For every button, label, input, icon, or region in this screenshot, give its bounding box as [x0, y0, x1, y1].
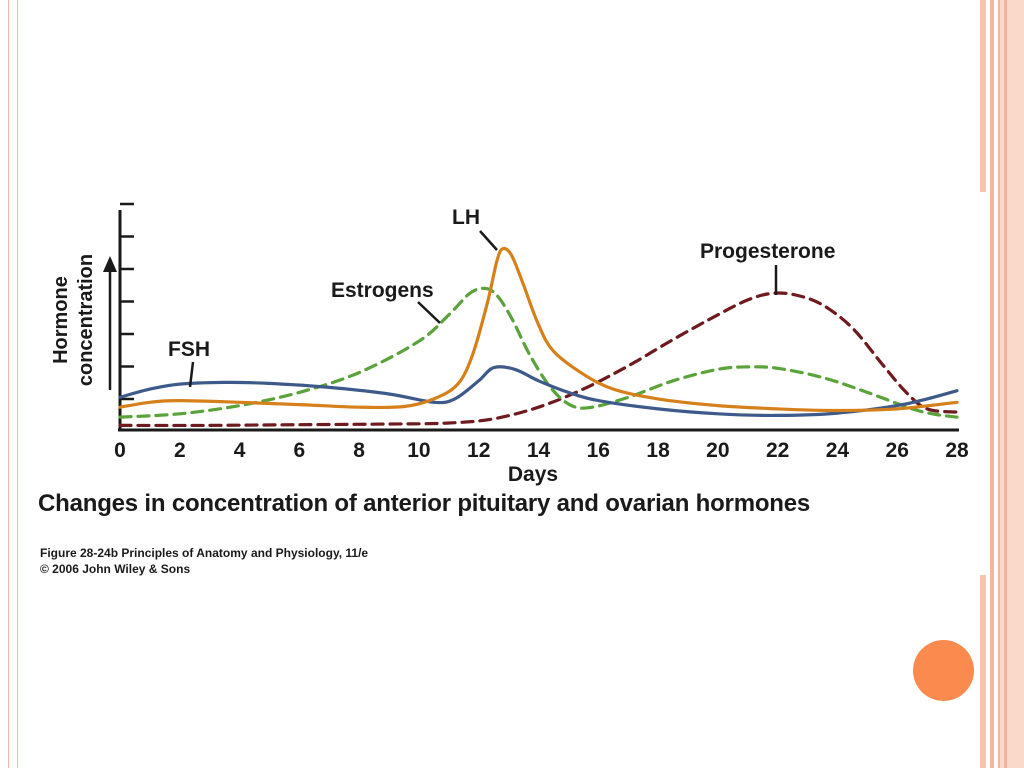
- x-tick-label: 4: [234, 439, 246, 462]
- slide-frame-stripe: [980, 0, 986, 192]
- x-tick-label: 22: [766, 439, 789, 462]
- x-tick-label: 20: [706, 439, 729, 462]
- decorative-circle: [913, 640, 974, 701]
- series-label-fsh: FSH: [168, 338, 210, 361]
- series-label-leader: [479, 230, 498, 251]
- series-label-leader: [188, 361, 195, 388]
- slide-frame-stripe: [998, 0, 1024, 768]
- chart-labels-layer: FSH LH Estrogens Progesterone: [168, 206, 835, 388]
- series-label-progesterone: Progesterone: [700, 240, 835, 263]
- y-axis-arrowhead: [103, 256, 117, 272]
- x-tick-label: 12: [467, 439, 490, 462]
- series-line-estrogens: [118, 286, 959, 419]
- x-tick-label: 18: [646, 439, 670, 462]
- x-tick-label: 16: [587, 439, 610, 462]
- figure-credit-line: © 2006 John Wiley & Sons: [40, 562, 191, 576]
- y-axis-label: concentration: [75, 254, 97, 386]
- chart-series-layer: [118, 246, 959, 428]
- slide-frame-stripe: [980, 575, 986, 768]
- x-tick-label: 8: [353, 439, 365, 462]
- x-tick-label: 10: [407, 439, 430, 462]
- x-axis-label: Days: [508, 463, 558, 486]
- x-tick-label: 14: [527, 439, 551, 462]
- series-line-progesterone: [118, 291, 959, 428]
- slide-frame-stripe: [990, 0, 994, 768]
- series-label-lh: LH: [452, 206, 480, 229]
- x-tick-label: 6: [294, 439, 306, 462]
- series-label-leader: [417, 301, 441, 324]
- x-tick-label: 0: [114, 439, 126, 462]
- figure-credit-line: Figure 28-24b Principles of Anatomy and …: [40, 546, 369, 560]
- slide-frame-stripe: [1004, 0, 1007, 768]
- x-tick-label: 24: [826, 439, 850, 462]
- x-tick-label: 28: [945, 439, 969, 462]
- series-line-fsh: [118, 365, 959, 418]
- series-label-estrogens: Estrogens: [331, 279, 434, 302]
- figure-credit: Figure 28-24b Principles of Anatomy and …: [40, 545, 368, 577]
- x-tick-label: 26: [886, 439, 909, 462]
- chart-title: Changes in concentration of anterior pit…: [38, 490, 811, 517]
- series-line-lh: [118, 246, 959, 413]
- y-axis-label: Hormone: [50, 276, 72, 364]
- x-tick-label: 2: [174, 439, 186, 462]
- slide-frame-left: [8, 0, 18, 768]
